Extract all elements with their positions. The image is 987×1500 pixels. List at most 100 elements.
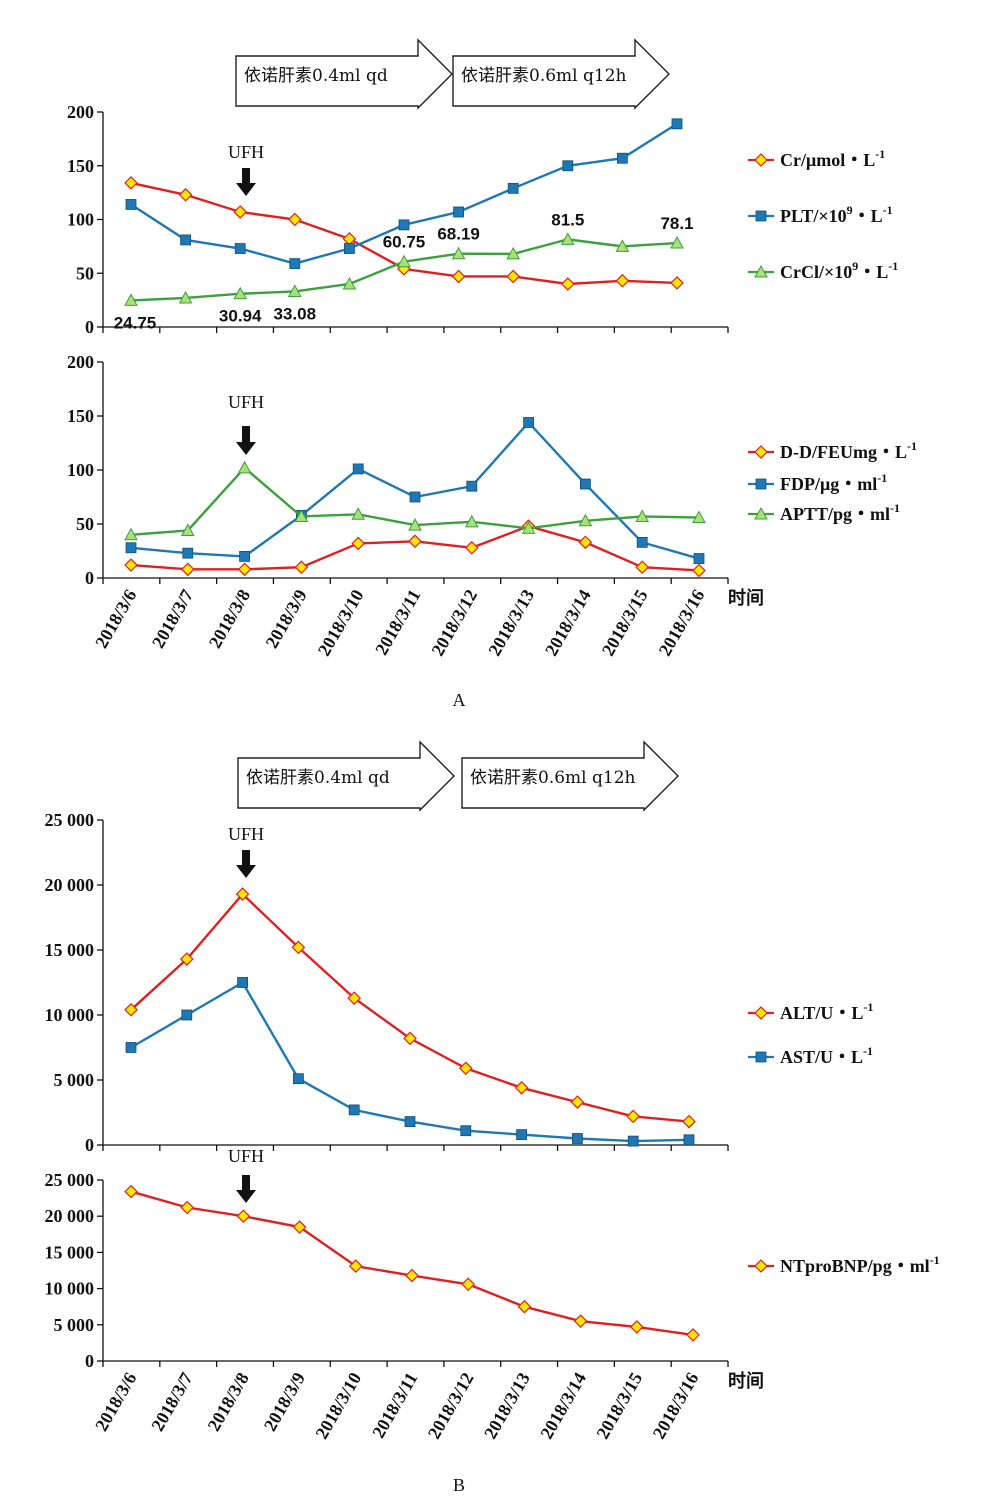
y-tick-label: 20 000 bbox=[45, 1206, 95, 1226]
legend-label: Cr/μmol・L-1 bbox=[780, 147, 885, 170]
legend-marker bbox=[754, 445, 768, 459]
data-point bbox=[124, 176, 138, 190]
data-point bbox=[451, 269, 466, 284]
legend-entry-1: PLT/×109・L-1 bbox=[748, 203, 893, 226]
data-label: 24.75 bbox=[114, 313, 157, 332]
data-point bbox=[233, 286, 248, 300]
ufh-arrow-shaft bbox=[242, 426, 250, 443]
data-point bbox=[237, 562, 252, 577]
dose-label: 依诺肝素0.4ml qd bbox=[244, 66, 388, 86]
data-point bbox=[683, 1134, 695, 1146]
data-point bbox=[615, 239, 630, 252]
dose-label: 依诺肝素0.6ml q12h bbox=[470, 768, 636, 788]
legend-A1: Cr/μmol・L-1 PLT/×109・L-1 CrCl/×109・L-1 bbox=[748, 147, 898, 282]
data-point bbox=[124, 293, 138, 306]
ufh-arrow-icon bbox=[236, 865, 256, 878]
series-line bbox=[130, 1190, 694, 1337]
data-point bbox=[693, 553, 705, 564]
x-tick-label: 2018/3/6 bbox=[91, 586, 140, 651]
x-tick-label: 2018/3/11 bbox=[368, 1369, 421, 1441]
legend-marker bbox=[754, 1006, 768, 1020]
data-point bbox=[686, 1328, 700, 1342]
data-label: 30.94 bbox=[219, 307, 262, 326]
data-point bbox=[397, 254, 411, 268]
legend-label: FDP/μg・ml-1 bbox=[780, 471, 887, 494]
x-tick-label: 2018/3/16 bbox=[655, 586, 709, 659]
ufh-arrow-icon bbox=[236, 183, 256, 196]
data-label: 60.75 bbox=[383, 233, 426, 252]
dose-arrow-1: 依诺肝素0.6ml q12h bbox=[461, 740, 679, 812]
data-point bbox=[671, 118, 683, 130]
data-point bbox=[506, 269, 521, 284]
y-tick-label: 150 bbox=[67, 156, 94, 176]
x-tick-label: 2018/3/14 bbox=[536, 1369, 590, 1442]
y-tick-label: 200 bbox=[67, 352, 94, 372]
x-axis-title: 时间 bbox=[728, 588, 764, 608]
series-A1-2 bbox=[124, 232, 684, 306]
x-tick-label: 2018/3/8 bbox=[204, 1369, 253, 1434]
legend-entry-0: NTproBNP/pg・ml-1 bbox=[748, 1253, 940, 1276]
data-point bbox=[506, 246, 521, 260]
ufh-arrow-shaft bbox=[242, 850, 250, 866]
legend-marker bbox=[755, 210, 767, 222]
data-point bbox=[627, 1135, 639, 1147]
y-tick-label: 25 000 bbox=[45, 810, 95, 830]
data-point bbox=[351, 536, 366, 551]
legend-label: CrCl/×109・L-1 bbox=[780, 259, 898, 282]
legend-entry-0: D-D/FEUmg・L-1 bbox=[748, 439, 917, 462]
data-point bbox=[560, 232, 575, 245]
data-point bbox=[580, 478, 591, 490]
x-labels-A: 2018/3/6 2018/3/7 2018/3/8 2018/3/9 2018/3/1… bbox=[91, 586, 764, 659]
data-point bbox=[521, 521, 536, 534]
data-point bbox=[670, 276, 684, 290]
legend-label: APTT/pg・ml-1 bbox=[780, 501, 900, 524]
data-point bbox=[292, 1073, 304, 1085]
data-point bbox=[292, 1220, 307, 1234]
series-line bbox=[130, 892, 690, 1123]
data-point bbox=[461, 1277, 476, 1292]
data-point bbox=[125, 542, 137, 554]
data-point bbox=[125, 1042, 137, 1053]
ufh-arrow-shaft bbox=[242, 1175, 250, 1191]
x-tick-label: 2018/3/14 bbox=[541, 586, 595, 659]
arrow-shape bbox=[237, 740, 455, 812]
data-point bbox=[562, 160, 574, 172]
x-tick-label: 2018/3/9 bbox=[260, 1369, 309, 1434]
data-point bbox=[692, 510, 706, 524]
data-point bbox=[514, 1080, 529, 1095]
data-point bbox=[233, 205, 248, 219]
data-point bbox=[629, 1320, 644, 1334]
data-point bbox=[507, 182, 519, 194]
legend-B1: ALT/U・L-1 AST/U・L-1 bbox=[748, 1000, 873, 1067]
data-point bbox=[124, 527, 138, 541]
data-point bbox=[294, 509, 309, 522]
data-point bbox=[573, 1314, 588, 1329]
data-point bbox=[180, 562, 195, 577]
x-axis-title: 时间 bbox=[728, 1371, 764, 1391]
data-label: 68.19 bbox=[437, 225, 480, 244]
arrow-shape bbox=[452, 38, 670, 110]
x-tick-label: 2018/3/15 bbox=[598, 586, 652, 659]
data-point bbox=[125, 199, 137, 210]
data-point bbox=[237, 460, 252, 474]
data-point bbox=[352, 463, 364, 475]
panel-b-label: B bbox=[453, 1475, 465, 1495]
data-point bbox=[466, 480, 478, 492]
data-point bbox=[404, 1116, 416, 1127]
y-tick-label: 10 000 bbox=[45, 1279, 95, 1299]
data-point bbox=[409, 491, 421, 503]
ufh-marker-B1: UFH bbox=[228, 824, 264, 878]
data-point bbox=[453, 206, 465, 218]
data-point bbox=[351, 507, 366, 520]
data-point bbox=[635, 560, 650, 575]
legend-label: ALT/U・L-1 bbox=[780, 1000, 873, 1023]
data-point bbox=[670, 235, 684, 249]
data-point bbox=[348, 1259, 363, 1274]
legend-marker bbox=[755, 478, 767, 490]
data-point bbox=[237, 977, 249, 988]
chart-A1: 0 50 100 150 200 24.75 30.94 33.08 60.75 68.19 81.… bbox=[67, 102, 898, 337]
data-point bbox=[124, 558, 138, 572]
data-label: 33.08 bbox=[274, 304, 317, 323]
data-point bbox=[180, 523, 195, 536]
